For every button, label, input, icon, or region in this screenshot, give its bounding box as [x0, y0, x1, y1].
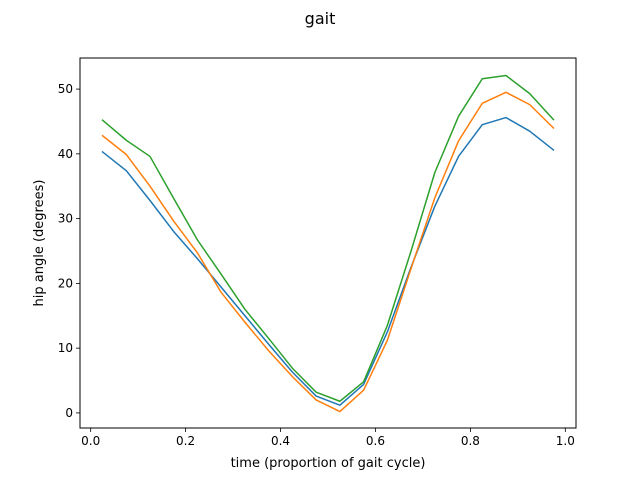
y-tick-label: 0 — [65, 406, 73, 420]
x-tick-label: 0.8 — [461, 434, 480, 448]
y-tick-label: 40 — [58, 147, 73, 161]
x-tick-label: 0.4 — [271, 434, 290, 448]
y-axis-ticks: 0 10 20 30 40 50 — [58, 82, 80, 420]
x-axis-ticks: 0.0 0.2 0.4 0.6 0.8 1.0 — [81, 428, 575, 448]
plot-area — [80, 58, 576, 428]
y-tick-label: 10 — [58, 341, 73, 355]
series-layer — [101, 74, 555, 413]
y-tick-label: 50 — [58, 82, 73, 96]
series-line-3 — [101, 74, 555, 402]
x-tick-label: 1.0 — [556, 434, 575, 448]
y-tick-label: 20 — [58, 276, 73, 290]
y-axis-label: hip angle (degrees) — [32, 180, 47, 307]
plot-frame — [79, 57, 577, 429]
series-line-2 — [101, 91, 555, 413]
x-tick-label: 0.0 — [81, 434, 100, 448]
series-line-1 — [101, 116, 555, 406]
chart-title: gait — [305, 9, 336, 28]
x-tick-label: 0.2 — [176, 434, 195, 448]
x-tick-label: 0.6 — [366, 434, 385, 448]
y-tick-label: 30 — [58, 212, 73, 226]
x-axis-label: time (proportion of gait cycle) — [231, 456, 426, 471]
